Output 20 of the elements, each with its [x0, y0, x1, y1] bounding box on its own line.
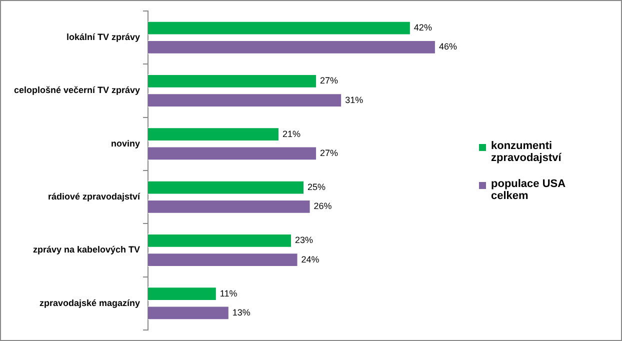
y-tick-label: noviny [111, 138, 140, 148]
y-tick-label: zpravodajské magazíny [40, 298, 140, 308]
data-label: 26% [314, 201, 332, 212]
data-label: 23% [295, 235, 314, 246]
data-label: 27% [320, 148, 338, 158]
data-label: 21% [282, 128, 301, 139]
data-label: 13% [232, 307, 250, 318]
y-tick-label: celoplošné večerní TV zprávy [14, 85, 140, 96]
y-tick-label: zprávy na kabelových TV [33, 244, 140, 255]
legend-label: konzumenti zpravodajství [491, 140, 562, 164]
data-label: 25% [308, 182, 326, 192]
data-label: 24% [301, 254, 320, 264]
y-tick-label: rádiové zpravodajství [48, 192, 141, 202]
data-label: 11% [220, 288, 238, 298]
data-label: 31% [345, 94, 364, 105]
y-tick-label: lokální TV zprávy [66, 32, 140, 42]
data-label: 27% [320, 76, 338, 86]
data-label: 42% [414, 22, 432, 32]
legend-label: populace USA celkem [491, 178, 566, 202]
data-label: 46% [438, 42, 457, 52]
